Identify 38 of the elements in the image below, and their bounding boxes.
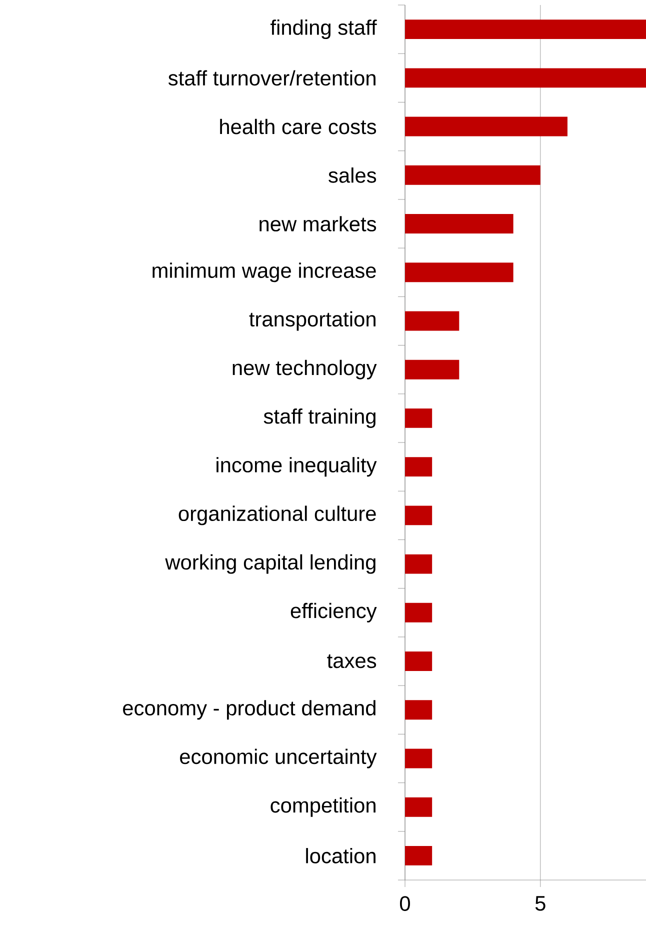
bar — [405, 68, 646, 88]
y-tick-label: staff turnover/retention — [168, 70, 376, 86]
bar — [405, 360, 460, 380]
bar — [405, 165, 540, 185]
y-tick-label: working capital lending — [165, 554, 376, 574]
y-tick-label: location — [306, 848, 376, 864]
y-tick-label: income inequality — [216, 457, 377, 477]
y-tick-label: sales — [328, 167, 376, 183]
bar — [405, 554, 432, 574]
y-tick-label: health care costs — [220, 118, 376, 134]
bar — [405, 408, 432, 428]
bar — [405, 846, 432, 866]
y-tick-label: finding staff — [270, 20, 377, 40]
y-tick-label: transportation — [249, 311, 376, 331]
bar — [405, 652, 432, 671]
y-tick-label: economic uncertainty — [180, 748, 377, 768]
x-tick-label: 5 — [535, 896, 546, 911]
bar — [405, 700, 432, 720]
bar — [405, 506, 432, 526]
y-tick-label: economy - product demand — [123, 700, 376, 720]
y-tick-label: competition — [270, 797, 376, 817]
y-tick-label: minimum wage increase — [152, 262, 376, 282]
bar — [405, 214, 514, 234]
bar — [405, 262, 514, 282]
y-tick-label: new markets — [260, 216, 376, 232]
bar — [405, 797, 432, 817]
y-tick-label: taxes — [327, 654, 376, 668]
bar — [405, 457, 432, 477]
bar — [405, 748, 432, 768]
y-tick-label: new technology — [232, 360, 377, 380]
y-tick-label: efficiency — [290, 602, 377, 622]
y-tick-label: organizational culture — [178, 506, 376, 526]
bar — [405, 602, 432, 622]
bar — [405, 311, 460, 331]
y-tick-label: staff training — [264, 408, 376, 428]
bar — [405, 20, 646, 40]
bar — [405, 116, 568, 136]
x-tick-label: 0 — [400, 896, 410, 911]
